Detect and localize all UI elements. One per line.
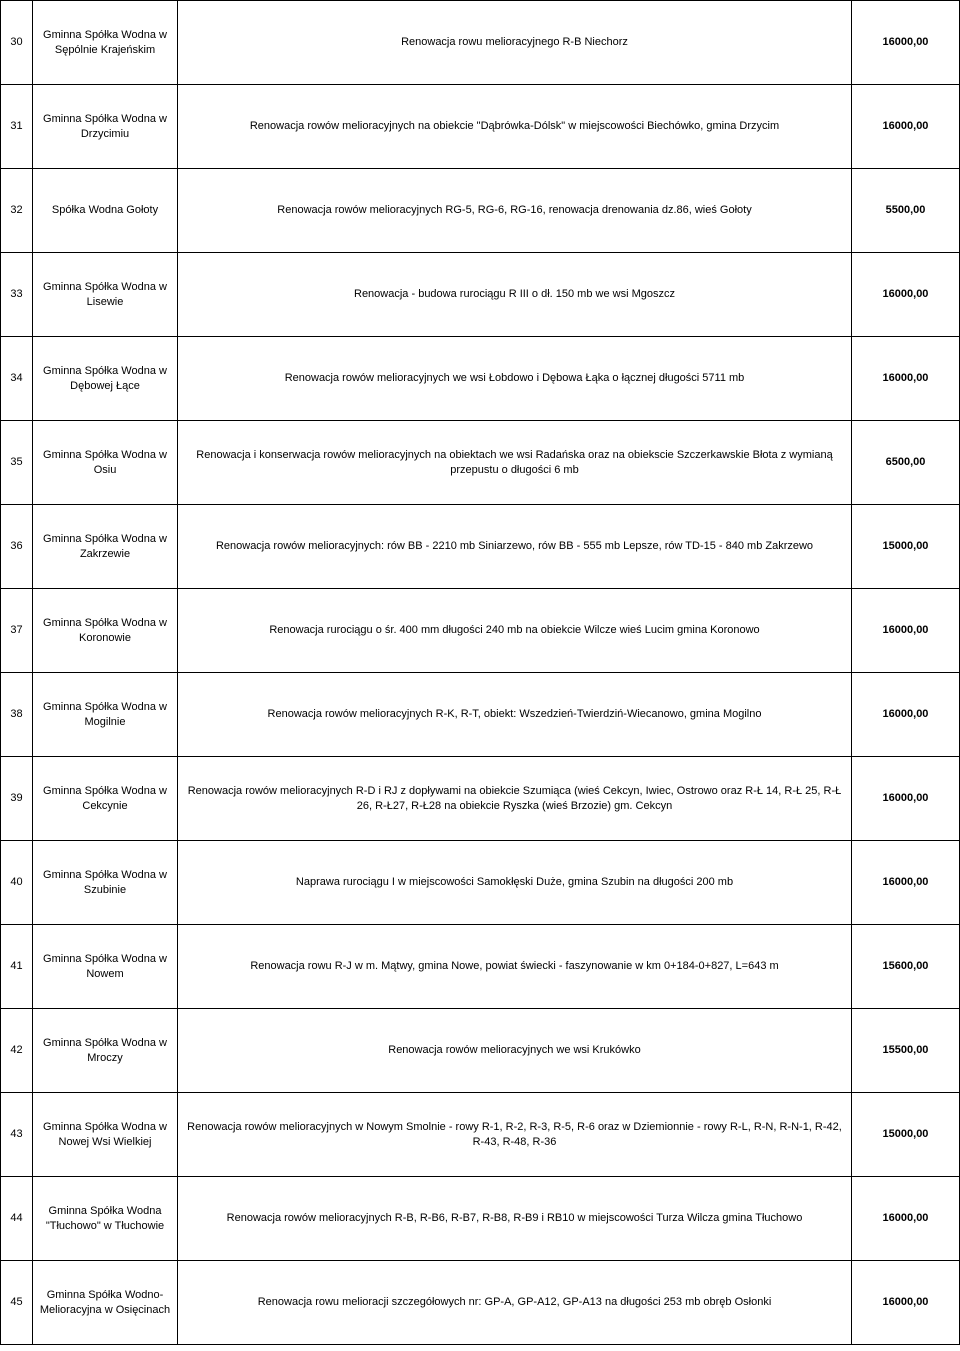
cell-entity-name: Gminna Spółka Wodna w Mroczy bbox=[33, 1009, 178, 1093]
cell-entity-name: Gminna Spółka Wodna w Osiu bbox=[33, 421, 178, 505]
cell-number: 42 bbox=[1, 1009, 33, 1093]
cell-entity-name: Gminna Spółka Wodna w Dębowej Łące bbox=[33, 337, 178, 421]
table-row: 38Gminna Spółka Wodna w MogilnieRenowacj… bbox=[1, 673, 960, 757]
table-row: 42Gminna Spółka Wodna w MroczyRenowacja … bbox=[1, 1009, 960, 1093]
cell-amount: 15600,00 bbox=[852, 925, 960, 1009]
cell-amount: 15000,00 bbox=[852, 505, 960, 589]
cell-description: Naprawa rurociągu I w miejscowości Samok… bbox=[178, 841, 852, 925]
cell-number: 32 bbox=[1, 169, 33, 253]
cell-amount: 16000,00 bbox=[852, 841, 960, 925]
table-row: 43Gminna Spółka Wodna w Nowej Wsi Wielki… bbox=[1, 1093, 960, 1177]
table-row: 36Gminna Spółka Wodna w ZakrzewieRenowac… bbox=[1, 505, 960, 589]
cell-number: 45 bbox=[1, 1261, 33, 1345]
cell-entity-name: Gminna Spółka Wodna w Nowem bbox=[33, 925, 178, 1009]
table-row: 33Gminna Spółka Wodna w LisewieRenowacja… bbox=[1, 253, 960, 337]
cell-number: 41 bbox=[1, 925, 33, 1009]
cell-description: Renowacja rowów melioracyjnych we wsi Ło… bbox=[178, 337, 852, 421]
cell-number: 40 bbox=[1, 841, 33, 925]
cell-amount: 16000,00 bbox=[852, 1261, 960, 1345]
table-row: 30Gminna Spółka Wodna w Sępólnie Krajeńs… bbox=[1, 1, 960, 85]
cell-description: Renowacja rowów melioracyjnych RG-5, RG-… bbox=[178, 169, 852, 253]
cell-number: 33 bbox=[1, 253, 33, 337]
table-row: 39Gminna Spółka Wodna w CekcynieRenowacj… bbox=[1, 757, 960, 841]
table-row: 45Gminna Spółka Wodno-Melioracyjna w Osi… bbox=[1, 1261, 960, 1345]
cell-amount: 5500,00 bbox=[852, 169, 960, 253]
cell-entity-name: Gminna Spółka Wodna w Cekcynie bbox=[33, 757, 178, 841]
cell-description: Renowacja - budowa rurociągu R III o dł.… bbox=[178, 253, 852, 337]
cell-number: 39 bbox=[1, 757, 33, 841]
cell-description: Renowacja rowów melioracyjnych: rów BB -… bbox=[178, 505, 852, 589]
cell-number: 36 bbox=[1, 505, 33, 589]
cell-entity-name: Gminna Spółka Wodna w Lisewie bbox=[33, 253, 178, 337]
cell-description: Renowacja i konserwacja rowów melioracyj… bbox=[178, 421, 852, 505]
cell-description: Renowacja rowów melioracyjnych R-K, R-T,… bbox=[178, 673, 852, 757]
cell-number: 30 bbox=[1, 1, 33, 85]
cell-amount: 6500,00 bbox=[852, 421, 960, 505]
table-row: 37Gminna Spółka Wodna w KoronowieRenowac… bbox=[1, 589, 960, 673]
cell-entity-name: Gminna Spółka Wodno-Melioracyjna w Osięc… bbox=[33, 1261, 178, 1345]
cell-description: Renowacja rowów melioracyjnych w Nowym S… bbox=[178, 1093, 852, 1177]
cell-description: Renowacja rowów melioracyjnych we wsi Kr… bbox=[178, 1009, 852, 1093]
cell-description: Renowacja rowów melioracyjnych R-B, R-B6… bbox=[178, 1177, 852, 1261]
cell-description: Renowacja rowu R-J w m. Mątwy, gmina Now… bbox=[178, 925, 852, 1009]
cell-amount: 16000,00 bbox=[852, 673, 960, 757]
cell-entity-name: Gminna Spółka Wodna w Nowej Wsi Wielkiej bbox=[33, 1093, 178, 1177]
cell-amount: 16000,00 bbox=[852, 1, 960, 85]
table-body: 30Gminna Spółka Wodna w Sępólnie Krajeńs… bbox=[1, 1, 960, 1345]
cell-number: 44 bbox=[1, 1177, 33, 1261]
cell-entity-name: Gminna Spółka Wodna "Tłuchowo" w Tłuchow… bbox=[33, 1177, 178, 1261]
cell-number: 35 bbox=[1, 421, 33, 505]
table-row: 31Gminna Spółka Wodna w DrzycimiuRenowac… bbox=[1, 85, 960, 169]
cell-amount: 16000,00 bbox=[852, 589, 960, 673]
cell-description: Renowacja rowu melioracyjnego R-B Niecho… bbox=[178, 1, 852, 85]
cell-entity-name: Gminna Spółka Wodna w Koronowie bbox=[33, 589, 178, 673]
data-table: 30Gminna Spółka Wodna w Sępólnie Krajeńs… bbox=[0, 0, 960, 1345]
table-row: 40Gminna Spółka Wodna w SzubinieNaprawa … bbox=[1, 841, 960, 925]
cell-amount: 15500,00 bbox=[852, 1009, 960, 1093]
cell-entity-name: Gminna Spółka Wodna w Mogilnie bbox=[33, 673, 178, 757]
cell-amount: 16000,00 bbox=[852, 253, 960, 337]
cell-number: 31 bbox=[1, 85, 33, 169]
cell-amount: 16000,00 bbox=[852, 85, 960, 169]
table-row: 41Gminna Spółka Wodna w NowemRenowacja r… bbox=[1, 925, 960, 1009]
table-row: 32Spółka Wodna GołotyRenowacja rowów mel… bbox=[1, 169, 960, 253]
cell-amount: 16000,00 bbox=[852, 757, 960, 841]
cell-entity-name: Gminna Spółka Wodna w Zakrzewie bbox=[33, 505, 178, 589]
cell-number: 43 bbox=[1, 1093, 33, 1177]
cell-description: Renowacja rowu melioracji szczegółowych … bbox=[178, 1261, 852, 1345]
cell-entity-name: Gminna Spółka Wodna w Szubinie bbox=[33, 841, 178, 925]
cell-entity-name: Gminna Spółka Wodna w Drzycimiu bbox=[33, 85, 178, 169]
cell-amount: 15000,00 bbox=[852, 1093, 960, 1177]
cell-amount: 16000,00 bbox=[852, 337, 960, 421]
cell-description: Renowacja rurociągu o śr. 400 mm długośc… bbox=[178, 589, 852, 673]
table-row: 34Gminna Spółka Wodna w Dębowej ŁąceReno… bbox=[1, 337, 960, 421]
cell-number: 37 bbox=[1, 589, 33, 673]
cell-number: 34 bbox=[1, 337, 33, 421]
cell-amount: 16000,00 bbox=[852, 1177, 960, 1261]
cell-number: 38 bbox=[1, 673, 33, 757]
cell-entity-name: Gminna Spółka Wodna w Sępólnie Krajeński… bbox=[33, 1, 178, 85]
table-row: 44Gminna Spółka Wodna "Tłuchowo" w Tłuch… bbox=[1, 1177, 960, 1261]
table-row: 35Gminna Spółka Wodna w OsiuRenowacja i … bbox=[1, 421, 960, 505]
cell-entity-name: Spółka Wodna Gołoty bbox=[33, 169, 178, 253]
cell-description: Renowacja rowów melioracyjnych R-D i RJ … bbox=[178, 757, 852, 841]
cell-description: Renowacja rowów melioracyjnych na obiekc… bbox=[178, 85, 852, 169]
